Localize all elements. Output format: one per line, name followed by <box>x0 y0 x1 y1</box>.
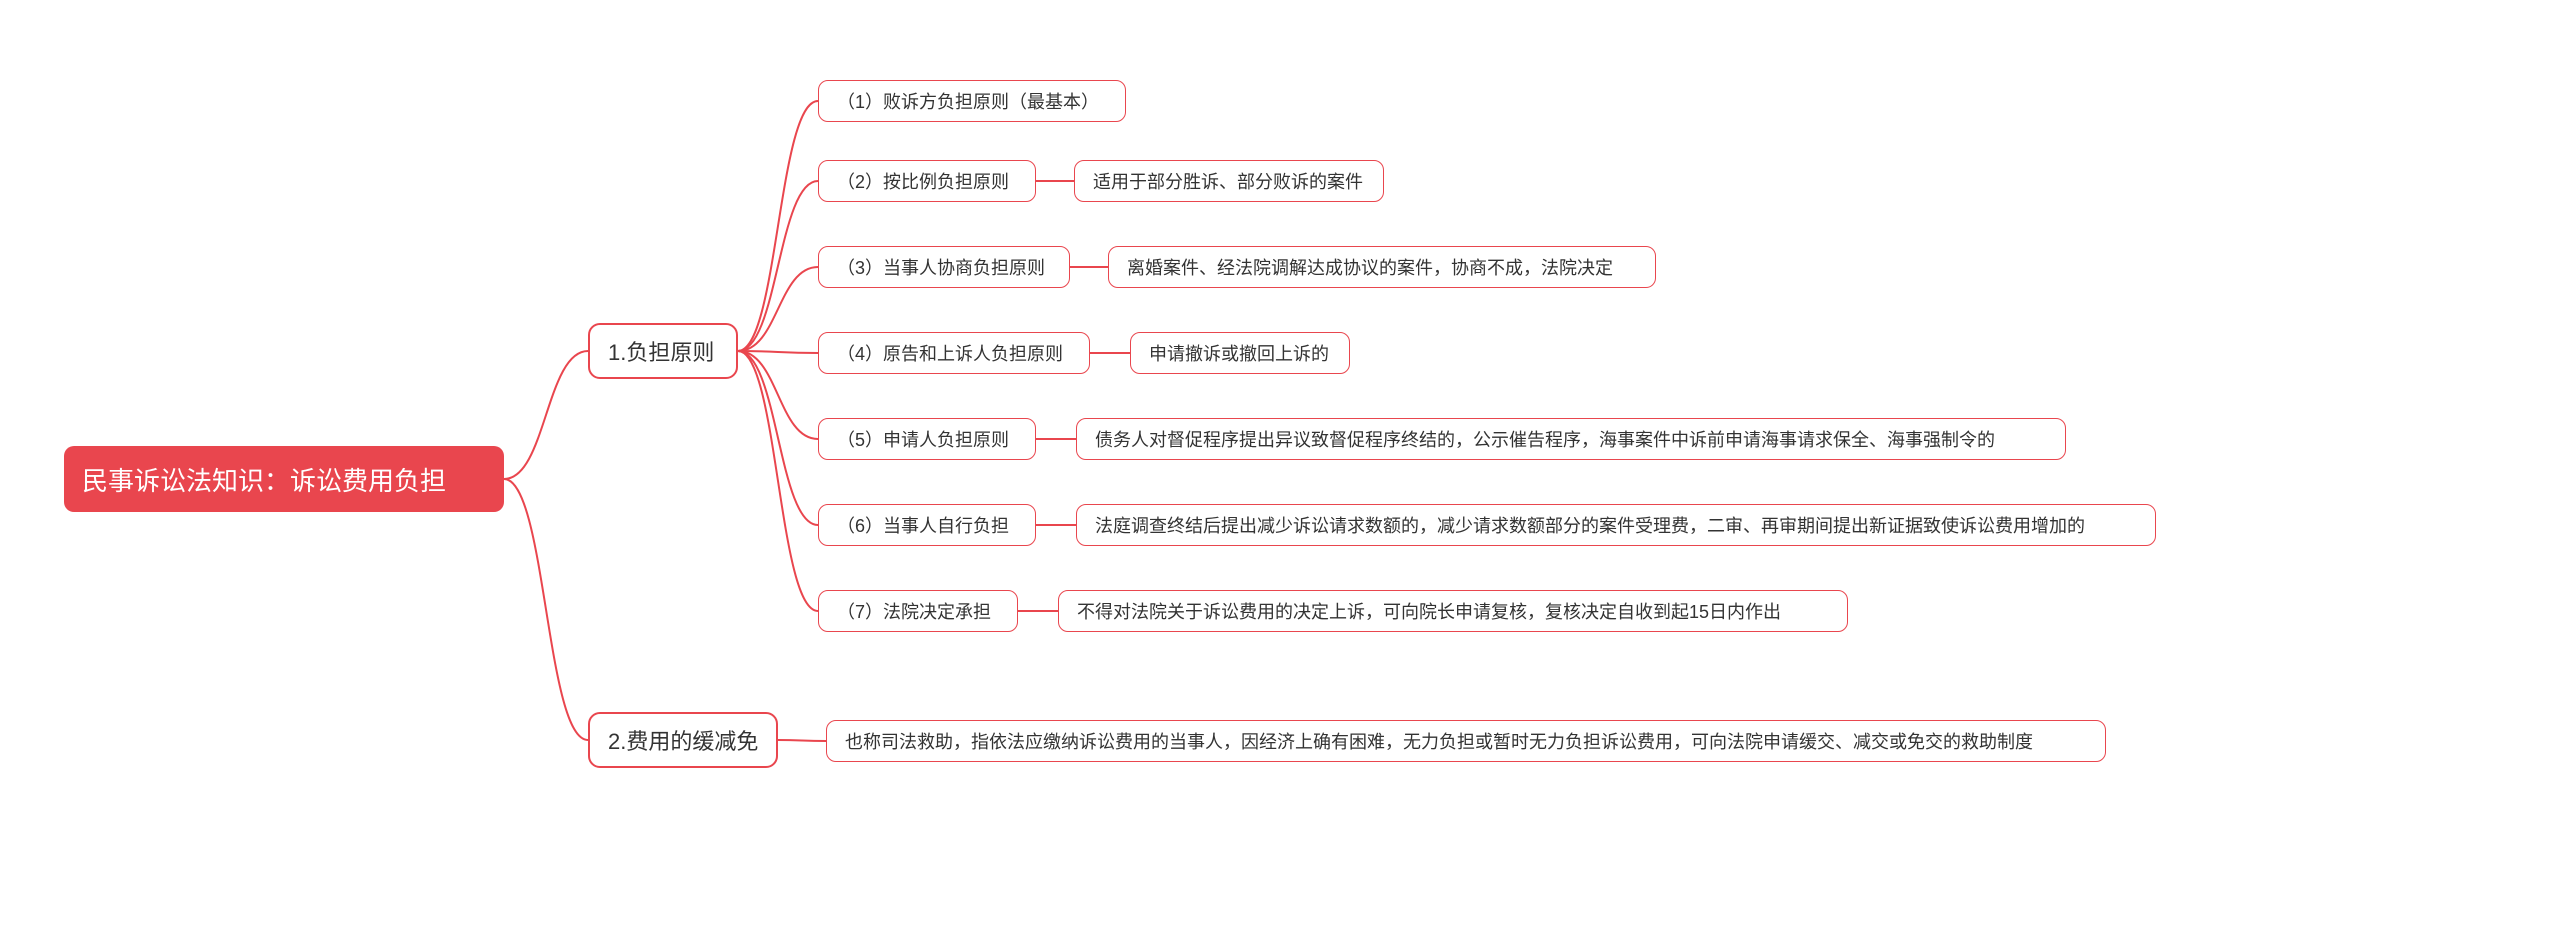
leaf-1-6[interactable]: 法庭调查终结后提出减少诉讼请求数额的，减少请求数额部分的案件受理费，二审、再审期… <box>1076 504 2156 546</box>
leaf-1-7[interactable]: 不得对法院关于诉讼费用的决定上诉，可向院长申请复核，复核决定自收到起15日内作出 <box>1058 590 1848 632</box>
sub-1-5[interactable]: （5）申请人负担原则 <box>818 418 1036 460</box>
sub-1-2[interactable]: （2）按比例负担原则 <box>818 160 1036 202</box>
leaf-2-1[interactable]: 也称司法救助，指依法应缴纳诉讼费用的当事人，因经济上确有困难，无力负担或暂时无力… <box>826 720 2106 762</box>
sub-1-1[interactable]: （1）败诉方负担原则（最基本） <box>818 80 1126 122</box>
leaf-1-3[interactable]: 离婚案件、经法院调解达成协议的案件，协商不成，法院决定 <box>1108 246 1656 288</box>
leaf-1-2[interactable]: 适用于部分胜诉、部分败诉的案件 <box>1074 160 1384 202</box>
branch-2[interactable]: 2.费用的缓减免 <box>588 712 778 768</box>
sub-1-6[interactable]: （6）当事人自行负担 <box>818 504 1036 546</box>
sub-1-7[interactable]: （7）法院决定承担 <box>818 590 1018 632</box>
sub-1-3[interactable]: （3）当事人协商负担原则 <box>818 246 1070 288</box>
leaf-1-4[interactable]: 申请撤诉或撤回上诉的 <box>1130 332 1350 374</box>
branch-1[interactable]: 1.负担原则 <box>588 323 738 379</box>
root-node[interactable]: 民事诉讼法知识：诉讼费用负担 <box>64 446 504 512</box>
leaf-1-5[interactable]: 债务人对督促程序提出异议致督促程序终结的，公示催告程序，海事案件中诉前申请海事请… <box>1076 418 2066 460</box>
sub-1-4[interactable]: （4）原告和上诉人负担原则 <box>818 332 1090 374</box>
